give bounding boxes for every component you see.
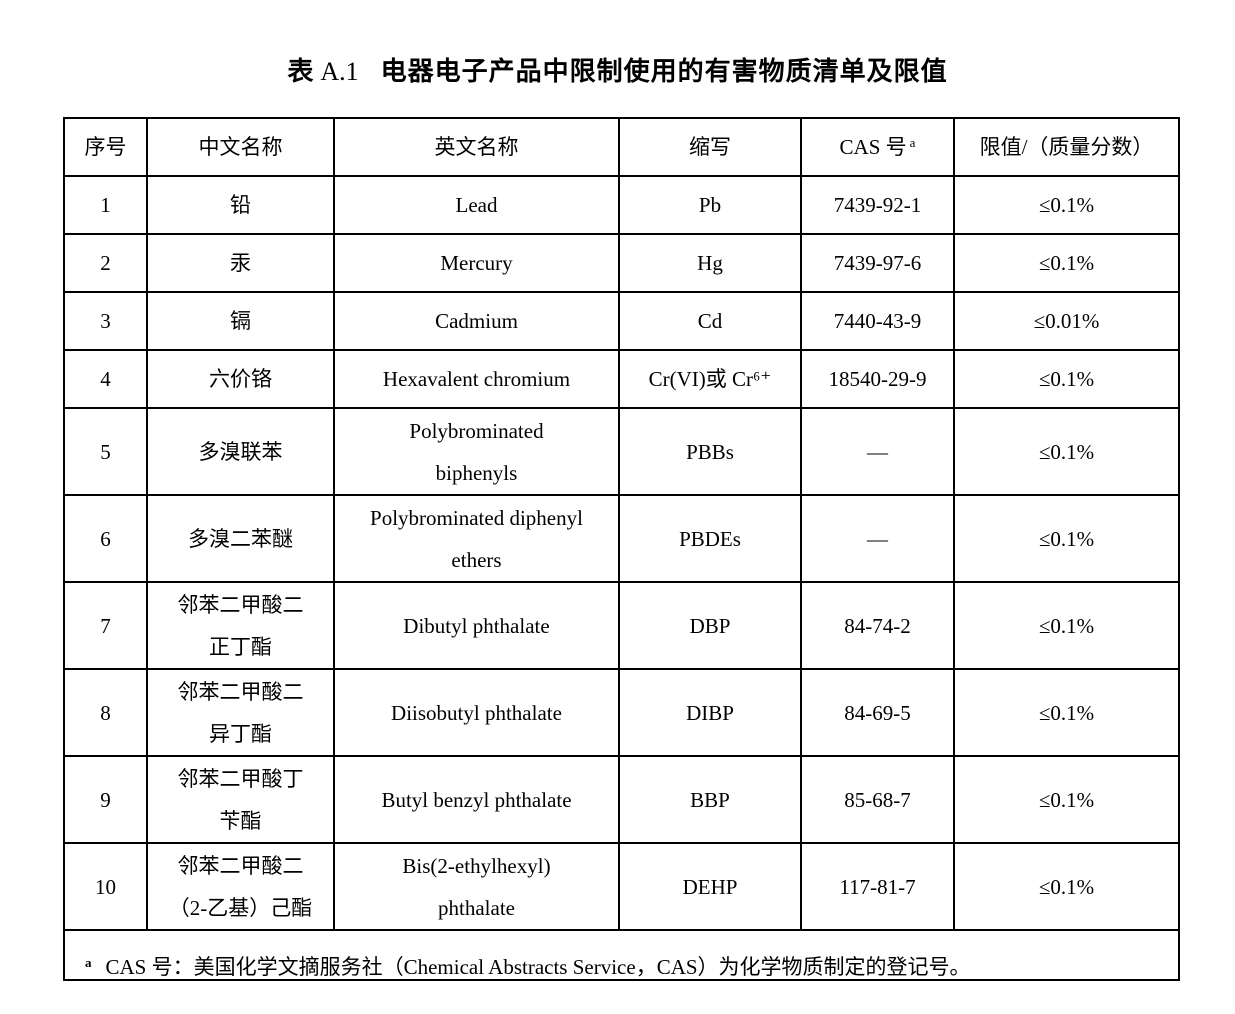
table-row: 10 邻苯二甲酸二 （2-乙基）己酯 Bis(2-ethylhexyl) pht… bbox=[63, 842, 1180, 931]
cell-english-name: Cadmium bbox=[333, 291, 620, 351]
table-caption-number: A.1 bbox=[320, 57, 359, 86]
table-row: 5 多溴联苯 Polybrominated biphenyls PBBs — ≤… bbox=[63, 407, 1180, 496]
cell-abbreviation: DEHP bbox=[618, 842, 802, 931]
cell-chinese-name: 铅 bbox=[146, 175, 335, 235]
cell-cas-number: 117-81-7 bbox=[800, 842, 955, 931]
cell-chinese-name: 邻苯二甲酸二 正丁酯 bbox=[146, 581, 335, 670]
cell-limit: ≤0.01% bbox=[953, 291, 1180, 351]
cell-serial-number: 7 bbox=[63, 581, 148, 670]
cell-cas-number: 85-68-7 bbox=[800, 755, 955, 844]
col-header-abbreviation: 缩写 bbox=[618, 117, 802, 177]
cell-limit: ≤0.1% bbox=[953, 233, 1180, 293]
cell-serial-number: 4 bbox=[63, 349, 148, 409]
cell-serial-number: 6 bbox=[63, 494, 148, 583]
footnote-row: a CAS 号：美国化学文摘服务社（Chemical Abstracts Serv… bbox=[63, 929, 1180, 981]
cell-abbreviation: Pb bbox=[618, 175, 802, 235]
table-body: 1 铅 Lead Pb 7439-92-1 ≤0.1% 2 汞 Mercury … bbox=[63, 175, 1180, 931]
cell-abbreviation: Cd bbox=[618, 291, 802, 351]
cell-english-name: Dibutyl phthalate bbox=[333, 581, 620, 670]
cell-serial-number: 3 bbox=[63, 291, 148, 351]
col-header-english-name: 英文名称 bbox=[333, 117, 620, 177]
cell-english-name: Diisobutyl phthalate bbox=[333, 668, 620, 757]
table-row: 1 铅 Lead Pb 7439-92-1 ≤0.1% bbox=[63, 175, 1180, 235]
table-row: 7 邻苯二甲酸二 正丁酯 Dibutyl phthalate DBP 84-74… bbox=[63, 581, 1180, 670]
cell-chinese-name: 多溴联苯 bbox=[146, 407, 335, 496]
cell-chinese-name: 邻苯二甲酸丁 苄酯 bbox=[146, 755, 335, 844]
cas-header-text: CAS 号 bbox=[839, 135, 907, 159]
cell-abbreviation: Cr(VI)或 Cr⁶⁺ bbox=[618, 349, 802, 409]
cell-cas-number: 18540-29-9 bbox=[800, 349, 955, 409]
cell-cas-number: 7440-43-9 bbox=[800, 291, 955, 351]
table-caption-label: 表 bbox=[287, 57, 315, 87]
cell-chinese-name: 多溴二苯醚 bbox=[146, 494, 335, 583]
cell-cas-number: 7439-92-1 bbox=[800, 175, 955, 235]
cell-chinese-name: 汞 bbox=[146, 233, 335, 293]
cell-english-name: Butyl benzyl phthalate bbox=[333, 755, 620, 844]
footnote-text: CAS 号：美国化学文摘服务社（Chemical Abstracts Servi… bbox=[105, 955, 971, 979]
cell-cas-number: — bbox=[800, 407, 955, 496]
footnote-cell: a CAS 号：美国化学文摘服务社（Chemical Abstracts Serv… bbox=[63, 929, 1180, 981]
cell-cas-number: 84-69-5 bbox=[800, 668, 955, 757]
cell-limit: ≤0.1% bbox=[953, 842, 1180, 931]
cell-cas-number: — bbox=[800, 494, 955, 583]
table-row: 4 六价铬 Hexavalent chromium Cr(VI)或 Cr⁶⁺ 1… bbox=[63, 349, 1180, 409]
table-caption-title: 电器电子产品中限制使用的有害物质清单及限值 bbox=[380, 57, 948, 87]
cell-abbreviation: DBP bbox=[618, 581, 802, 670]
cell-english-name: Lead bbox=[333, 175, 620, 235]
footnote-marker: a bbox=[85, 955, 92, 970]
footnote-reference: a bbox=[909, 135, 916, 150]
cell-chinese-name: 镉 bbox=[146, 291, 335, 351]
cell-english-name: Hexavalent chromium bbox=[333, 349, 620, 409]
cell-abbreviation: Hg bbox=[618, 233, 802, 293]
cell-chinese-name: 邻苯二甲酸二 异丁酯 bbox=[146, 668, 335, 757]
table-row: 6 多溴二苯醚 Polybrominated diphenyl ethers P… bbox=[63, 494, 1180, 583]
cell-limit: ≤0.1% bbox=[953, 581, 1180, 670]
cell-cas-number: 84-74-2 bbox=[800, 581, 955, 670]
col-header-serial-number: 序号 bbox=[63, 117, 148, 177]
col-header-chinese-name: 中文名称 bbox=[146, 117, 335, 177]
cell-limit: ≤0.1% bbox=[953, 755, 1180, 844]
cell-english-name: Polybrominated diphenyl ethers bbox=[333, 494, 620, 583]
cell-serial-number: 5 bbox=[63, 407, 148, 496]
table-caption: 表 A.1 电器电子产品中限制使用的有害物质清单及限值 bbox=[0, 57, 1235, 87]
cell-abbreviation: DIBP bbox=[618, 668, 802, 757]
cell-limit: ≤0.1% bbox=[953, 175, 1180, 235]
cell-english-name: Mercury bbox=[333, 233, 620, 293]
cell-chinese-name: 邻苯二甲酸二 （2-乙基）己酯 bbox=[146, 842, 335, 931]
cell-serial-number: 1 bbox=[63, 175, 148, 235]
cell-serial-number: 8 bbox=[63, 668, 148, 757]
cell-abbreviation: PBBs bbox=[618, 407, 802, 496]
table-row: 2 汞 Mercury Hg 7439-97-6 ≤0.1% bbox=[63, 233, 1180, 293]
table-row: 9 邻苯二甲酸丁 苄酯 Butyl benzyl phthalate BBP 8… bbox=[63, 755, 1180, 844]
cell-limit: ≤0.1% bbox=[953, 668, 1180, 757]
cell-abbreviation: PBDEs bbox=[618, 494, 802, 583]
table-row: 3 镉 Cadmium Cd 7440-43-9 ≤0.01% bbox=[63, 291, 1180, 351]
cell-limit: ≤0.1% bbox=[953, 407, 1180, 496]
cell-serial-number: 9 bbox=[63, 755, 148, 844]
cell-abbreviation: BBP bbox=[618, 755, 802, 844]
col-header-limit: 限值/（质量分数） bbox=[953, 117, 1180, 177]
cell-chinese-name: 六价铬 bbox=[146, 349, 335, 409]
cell-serial-number: 2 bbox=[63, 233, 148, 293]
cell-limit: ≤0.1% bbox=[953, 349, 1180, 409]
cell-limit: ≤0.1% bbox=[953, 494, 1180, 583]
cell-english-name: Bis(2-ethylhexyl) phthalate bbox=[333, 842, 620, 931]
cell-english-name: Polybrominated biphenyls bbox=[333, 407, 620, 496]
table-row: 8 邻苯二甲酸二 异丁酯 Diisobutyl phthalate DIBP 8… bbox=[63, 668, 1180, 757]
cell-cas-number: 7439-97-6 bbox=[800, 233, 955, 293]
cell-serial-number: 10 bbox=[63, 842, 148, 931]
